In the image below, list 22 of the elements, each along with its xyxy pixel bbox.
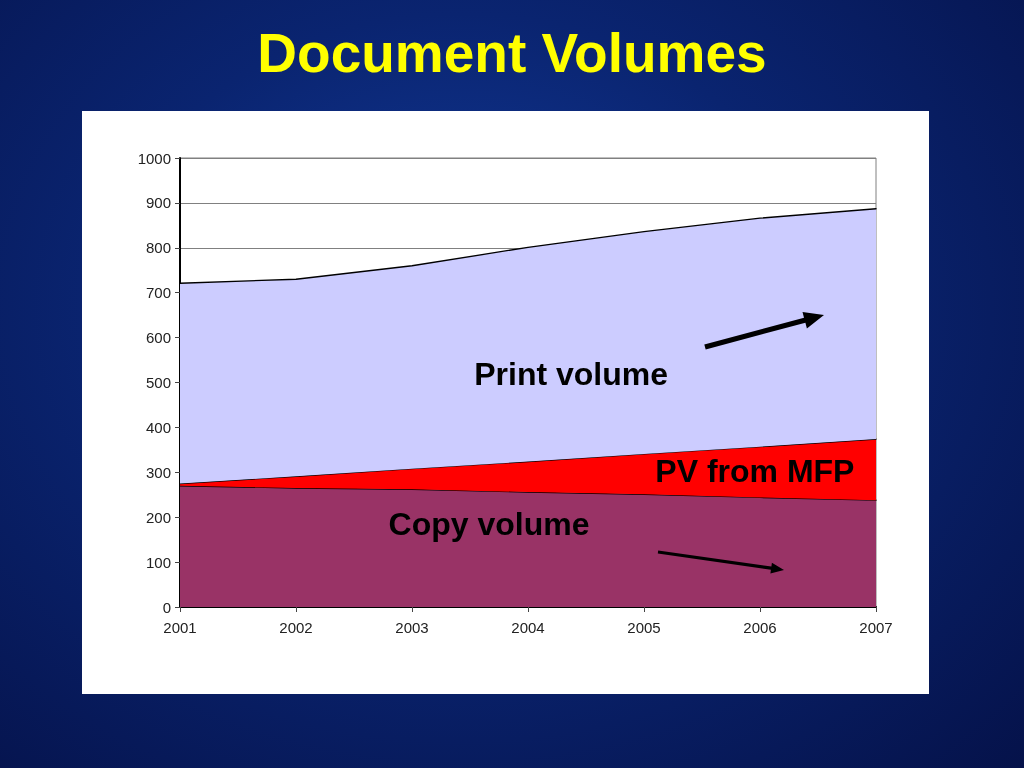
- x-tick-label: 2004: [511, 619, 545, 636]
- x-tick-label: 2002: [279, 619, 313, 636]
- chart-title: Document Volumes: [257, 21, 767, 84]
- x-tick-label: 2005: [627, 619, 661, 636]
- x-tick-label: 2003: [395, 619, 429, 636]
- series-label: PV from MFP: [655, 452, 855, 489]
- x-tick-label: 2007: [859, 619, 893, 636]
- y-tick-label: 0: [162, 598, 171, 616]
- series-label: Print volume: [474, 355, 669, 392]
- y-tick-label: 300: [145, 463, 171, 481]
- y-tick-label: 1000: [137, 149, 171, 167]
- series-label: Copy volume: [388, 505, 590, 542]
- y-tick-label: 900: [145, 194, 171, 212]
- y-tick-label: 800: [145, 239, 171, 257]
- y-tick-label: 100: [145, 553, 171, 571]
- y-tick-label: 500: [145, 374, 171, 391]
- y-tick-label: 700: [145, 284, 171, 302]
- x-tick-label: 2006: [743, 619, 777, 636]
- y-tick-label: 200: [145, 508, 171, 526]
- x-tick-label: 2001: [163, 619, 197, 636]
- y-tick-label: 600: [145, 329, 171, 347]
- y-tick-label: 400: [145, 418, 171, 436]
